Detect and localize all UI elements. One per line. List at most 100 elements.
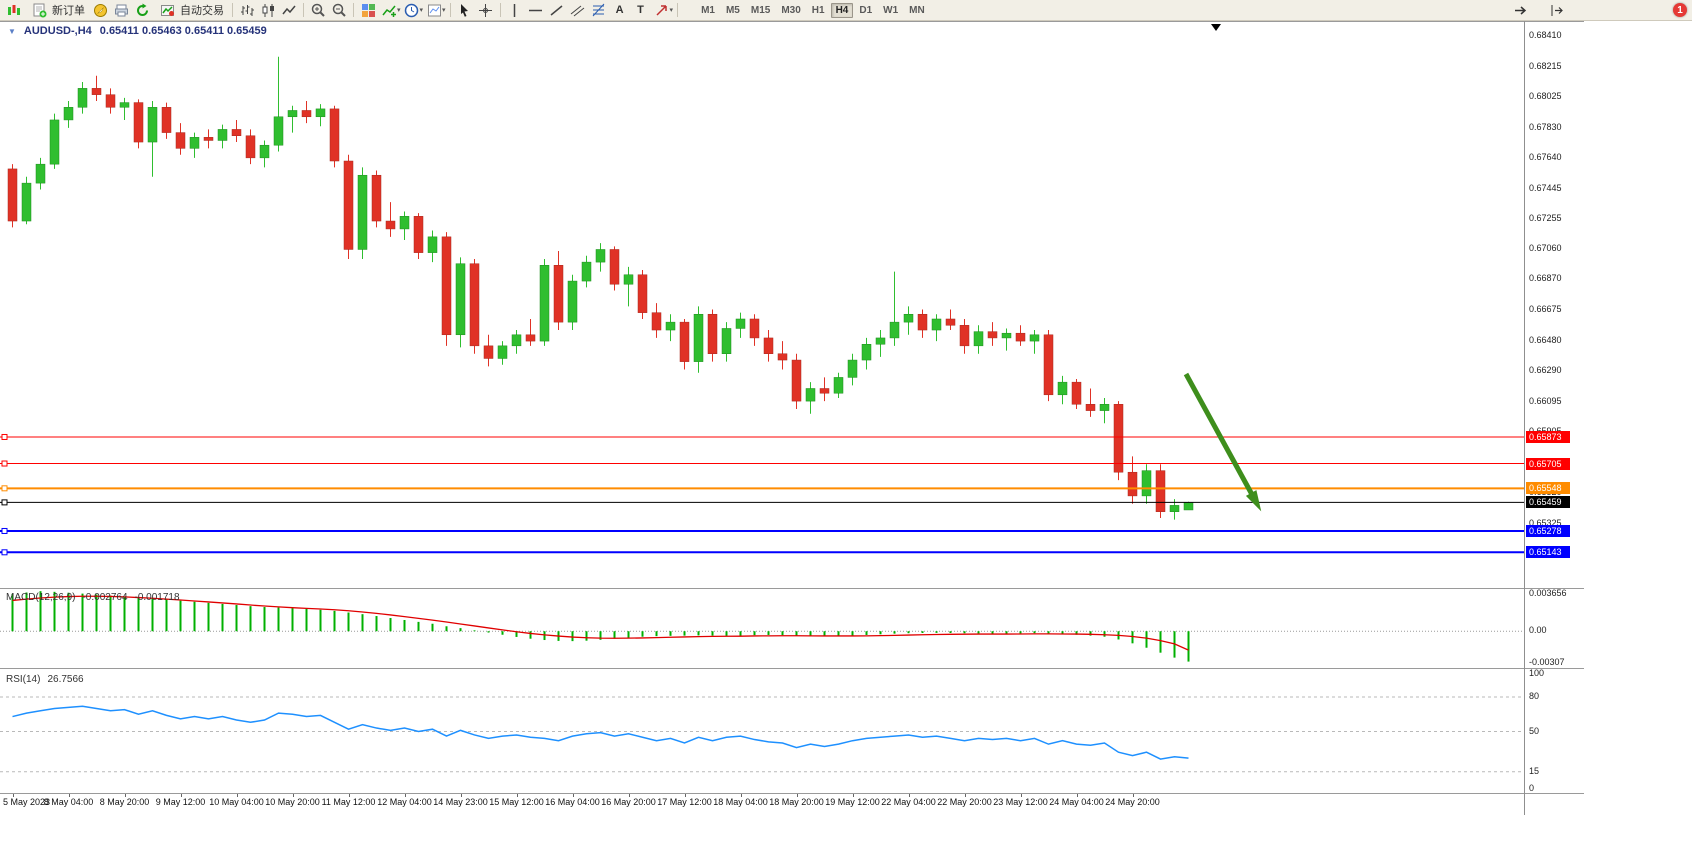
- fibonacci-icon[interactable]: [589, 2, 609, 19]
- macd-panel-separator[interactable]: [0, 588, 1584, 589]
- tf-m5-button[interactable]: M5: [725, 4, 740, 16]
- axis-price-label: 0.67255: [1529, 212, 1562, 223]
- time-label: 22 May 04:00: [881, 797, 936, 807]
- text-label-icon[interactable]: T: [637, 4, 644, 16]
- print-icon[interactable]: [111, 2, 131, 19]
- axis-price-label: 0.66480: [1529, 335, 1562, 346]
- notification-badge[interactable]: 1: [1673, 3, 1687, 17]
- ohlc-readout: 0.65411 0.65463 0.65411 0.65459: [99, 25, 267, 37]
- line-anchor[interactable]: [1, 527, 8, 534]
- zoom-in-icon[interactable]: [308, 2, 328, 19]
- time-label: 22 May 20:00: [937, 797, 992, 807]
- timeframe-group: M1 M5 M15 M30 H1 H4 D1 W1 MN: [696, 2, 930, 18]
- arrows-dropdown-caret[interactable]: ▾: [669, 7, 674, 14]
- templates-dropdown-caret[interactable]: ▾: [442, 7, 446, 14]
- arrows-icon[interactable]: [652, 2, 672, 19]
- tf-h4-button[interactable]: H4: [830, 2, 854, 18]
- price-chart-canvas[interactable]: [0, 22, 1524, 588]
- line-anchor[interactable]: [1, 460, 8, 467]
- line-anchor[interactable]: [1, 499, 8, 506]
- time-label: 8 May 04:00: [43, 797, 94, 807]
- time-label: 16 May 20:00: [601, 797, 656, 807]
- macd-signal-value: -0.001718: [134, 592, 180, 603]
- tf-d1-button[interactable]: D1: [859, 4, 873, 16]
- time-tick: [1076, 794, 1078, 797]
- axis-price-label: 0.68215: [1529, 61, 1562, 72]
- time-label: 14 May 23:00: [433, 797, 488, 807]
- time-axis[interactable]: 5 May 2023 8 May 04:00 8 May 20:00 9 May 12…: [0, 794, 1524, 814]
- vertical-line-icon[interactable]: [505, 2, 525, 19]
- time-label: 23 May 12:00: [993, 797, 1048, 807]
- templates-icon[interactable]: [424, 2, 444, 19]
- time-label: 16 May 04:00: [545, 797, 600, 807]
- time-axis-separator: [0, 793, 1584, 794]
- price-axis-border: [1524, 21, 1525, 815]
- rsi-panel-separator[interactable]: [0, 668, 1584, 669]
- toolbar-separator: [232, 3, 233, 17]
- compass-icon[interactable]: [90, 2, 110, 19]
- chart-shift-marker[interactable]: [1211, 24, 1221, 31]
- new-order-button[interactable]: 新订单: [25, 2, 89, 19]
- toolbar-separator: [303, 3, 304, 17]
- time-label: 15 May 12:00: [489, 797, 544, 807]
- time-tick: [236, 794, 238, 797]
- horizontal-line-icon[interactable]: [526, 2, 546, 19]
- macd-label: MACD(12,26,9) -0.002764 -0.001718: [6, 592, 180, 603]
- line-anchor[interactable]: [1, 485, 8, 492]
- autotrade-icon: [157, 2, 177, 19]
- crosshair-icon[interactable]: [476, 2, 496, 19]
- indicators-dropdown-caret[interactable]: ▾: [397, 7, 401, 14]
- time-tick: [796, 794, 798, 797]
- tf-m30-button[interactable]: M30: [781, 4, 801, 16]
- axis-price-label: 0.65325: [1529, 517, 1562, 528]
- macd-title: MACD(12,26,9): [6, 592, 76, 603]
- chevron-down-icon[interactable]: ▼: [8, 26, 16, 36]
- trend-arrow[interactable]: [1183, 372, 1258, 502]
- text-icon[interactable]: A: [615, 4, 624, 16]
- price-axis[interactable]: 0.68410 0.68215 0.68025 0.67830 0.67640 0.674…: [1525, 0, 1605, 859]
- tf-w1-button[interactable]: W1: [883, 4, 899, 16]
- indicators-icon[interactable]: [379, 2, 399, 19]
- tile-windows-icon[interactable]: [358, 2, 378, 19]
- refresh-icon[interactable]: [132, 2, 152, 19]
- time-tick: [460, 794, 462, 797]
- time-label: 17 May 12:00: [657, 797, 712, 807]
- trendline-icon[interactable]: [547, 2, 567, 19]
- line-anchor[interactable]: [1, 549, 8, 556]
- toolbar-separator: [677, 3, 679, 17]
- periods-dropdown-caret[interactable]: ▾: [419, 7, 424, 14]
- autotrade-button[interactable]: 自动交易: [153, 2, 228, 19]
- chart-shift-icon[interactable]: [1546, 2, 1566, 19]
- rsi-title: RSI(14): [6, 674, 41, 685]
- cursor-icon[interactable]: [455, 2, 475, 19]
- line-anchor[interactable]: [1, 433, 8, 440]
- bar-chart-icon[interactable]: [237, 2, 257, 19]
- rsi-value: 26.7566: [47, 674, 84, 685]
- time-tick: [68, 794, 70, 797]
- symbol-timeframe-label: AUDUSD-,H4: [23, 25, 92, 37]
- tf-m1-button[interactable]: M1: [701, 4, 715, 16]
- auto-scroll-icon[interactable]: [1510, 2, 1530, 19]
- chart-header: ▼ AUDUSD-,H4 0.65411 0.65463 0.65411 0.6…: [8, 25, 267, 37]
- axis-price-label: 0.66095: [1529, 395, 1562, 406]
- new-chart-icon[interactable]: [4, 2, 24, 19]
- line-chart-icon[interactable]: [279, 2, 299, 19]
- toolbar-separator: [449, 3, 451, 17]
- rsi-scale-label: 80: [1529, 691, 1540, 701]
- zoom-out-icon[interactable]: [329, 2, 349, 19]
- time-label: 24 May 20:00: [1105, 797, 1160, 807]
- channel-icon[interactable]: [568, 2, 588, 19]
- tf-h1-button[interactable]: H1: [811, 4, 825, 16]
- periods-clock-icon[interactable]: [402, 2, 422, 19]
- tf-mn-button[interactable]: MN: [909, 4, 925, 16]
- candlestick-chart-icon[interactable]: [258, 2, 278, 19]
- time-label: 24 May 04:00: [1049, 797, 1104, 807]
- axis-price-label: 0.68025: [1529, 91, 1562, 102]
- time-label: 8 May 20:00: [99, 797, 150, 807]
- tf-m15-button[interactable]: M15: [750, 4, 771, 16]
- toolbar-right-icons: [1510, 2, 1566, 19]
- rsi-canvas[interactable]: [0, 670, 1524, 793]
- macd-scale-zero: 0.00: [1529, 625, 1547, 636]
- macd-canvas[interactable]: [0, 589, 1524, 668]
- time-label: 18 May 04:00: [713, 797, 768, 807]
